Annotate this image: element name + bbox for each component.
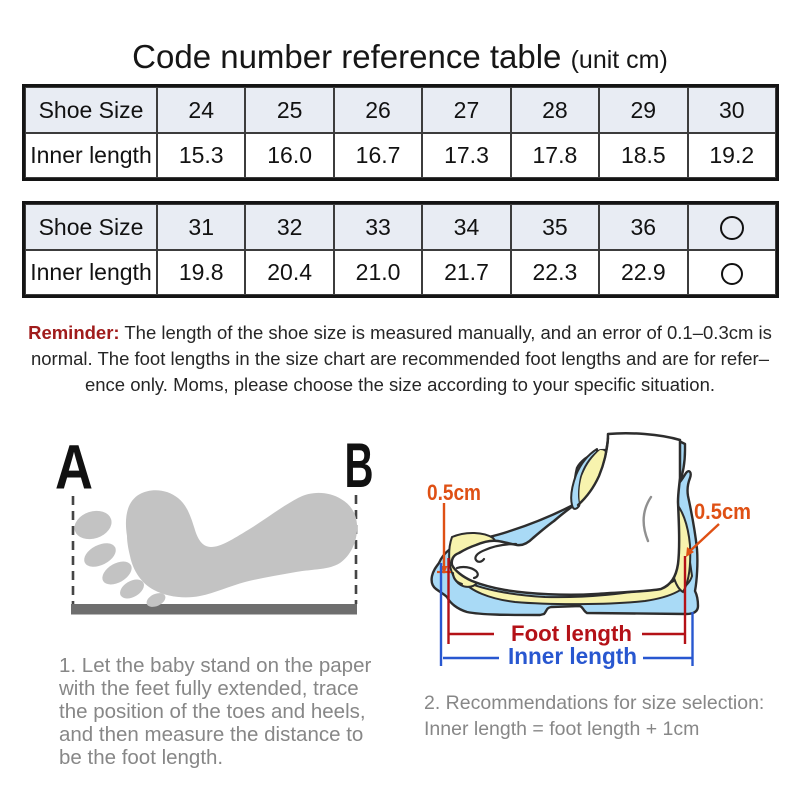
svg-text:Foot length: Foot length	[511, 621, 632, 646]
svg-text:A: A	[55, 433, 93, 503]
svg-text:0.5cm: 0.5cm	[694, 499, 751, 524]
svg-text:Inner length: Inner length	[508, 643, 637, 669]
svg-text:0.5cm: 0.5cm	[427, 480, 481, 505]
svg-text:B: B	[345, 431, 374, 501]
